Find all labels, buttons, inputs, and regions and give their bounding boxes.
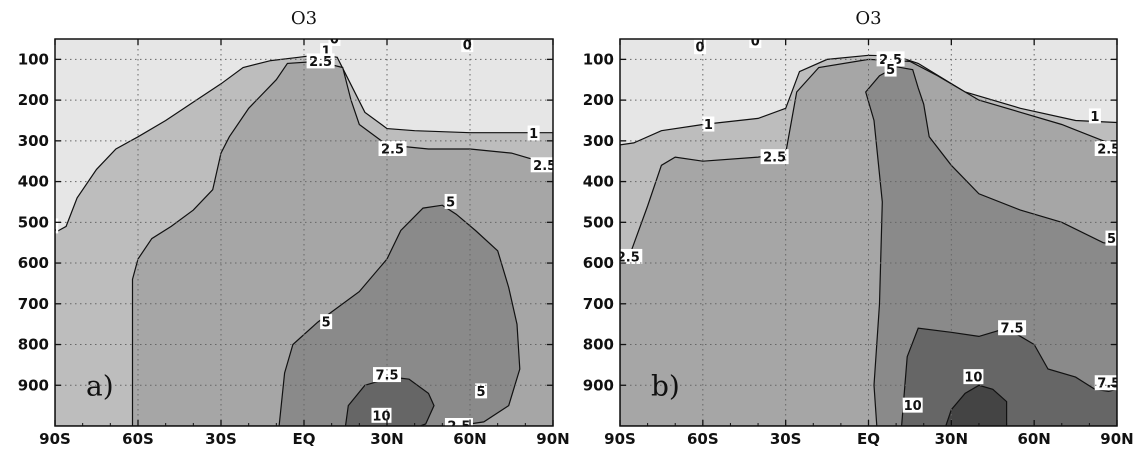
x-tick-label: 90N	[536, 430, 569, 448]
svg-text:2.5: 2.5	[533, 159, 556, 174]
svg-text:10: 10	[964, 371, 982, 386]
svg-text:7.5: 7.5	[1097, 377, 1120, 392]
contour-label: 5	[320, 314, 333, 331]
y-tick-label: 900	[18, 376, 49, 394]
contour-label: 2.5	[617, 248, 643, 265]
contour-label: 0	[749, 35, 762, 50]
x-tick-label: 30N	[935, 430, 968, 448]
svg-text:2.5: 2.5	[617, 250, 640, 265]
svg-text:2.5: 2.5	[763, 151, 786, 166]
svg-text:0: 0	[463, 39, 472, 54]
y-tick-label: 400	[18, 173, 49, 191]
contour-label: 5	[475, 383, 488, 400]
svg-text:2.5: 2.5	[1097, 142, 1120, 157]
y-tick-label: 800	[18, 336, 49, 354]
contour-label: 2.5	[760, 149, 789, 166]
grid	[55, 39, 553, 426]
y-tick-label: 200	[18, 91, 49, 109]
svg-text:7.5: 7.5	[375, 369, 398, 384]
contour-label: 2.5	[306, 53, 335, 70]
y-tick-label: 100	[583, 50, 614, 68]
svg-text:1: 1	[704, 118, 713, 133]
contour-label: 5	[1105, 230, 1117, 247]
x-tick-label: 90S	[39, 430, 71, 448]
y-tick-label: 900	[583, 376, 614, 394]
panel-label: b)	[651, 369, 680, 402]
y-tick-label: 600	[583, 254, 614, 272]
svg-text:0: 0	[751, 35, 760, 50]
svg-text:1: 1	[322, 45, 331, 60]
contour-region-5	[278, 204, 521, 426]
x-tick-label: 30N	[370, 430, 403, 448]
svg-text:10: 10	[372, 409, 390, 424]
svg-text:5: 5	[477, 385, 486, 400]
panel-title: O3	[291, 8, 317, 29]
x-tick-label: 60N	[453, 430, 486, 448]
y-tick-label: 700	[583, 295, 614, 313]
x-tick-label: 60S	[122, 430, 154, 448]
contour-label: 1	[527, 125, 540, 142]
svg-text:5: 5	[1107, 232, 1116, 247]
svg-text:5: 5	[446, 195, 455, 210]
contour-region-7-5	[344, 376, 435, 426]
contour-label: 2.5	[530, 157, 556, 174]
y-tick-label: 300	[583, 132, 614, 150]
contour-label: 10	[963, 369, 984, 386]
svg-text:1: 1	[529, 127, 538, 142]
contour-label: 0	[694, 39, 707, 56]
contour-label: 1	[1088, 108, 1101, 125]
y-tick-label: 600	[18, 254, 49, 272]
y-tick-label: 500	[583, 213, 614, 231]
svg-text:0: 0	[696, 41, 705, 56]
panel-title: O3	[855, 8, 881, 29]
contour-label: 1	[48, 218, 59, 235]
contour-label: 2.5	[1094, 140, 1120, 157]
contour-label: 0	[328, 33, 341, 48]
svg-text:10: 10	[904, 399, 922, 414]
x-tick-label: 30S	[770, 430, 802, 448]
svg-text:5: 5	[886, 63, 895, 78]
y-tick-label: 400	[583, 173, 614, 191]
x-tick-label: EQ	[857, 430, 880, 448]
x-tick-label: 60N	[1017, 430, 1050, 448]
svg-text:2.5: 2.5	[381, 142, 404, 157]
contour-label: 5	[444, 193, 457, 210]
y-tick-label: 200	[583, 91, 614, 109]
contour-label: 7.5	[1094, 375, 1120, 392]
svg-text:5: 5	[322, 316, 331, 331]
contour-region-10	[945, 384, 1008, 426]
x-tick-label: 90S	[604, 430, 636, 448]
svg-text:1: 1	[1090, 110, 1099, 125]
contour-label: 10	[371, 407, 392, 424]
y-tick-label: 300	[18, 132, 49, 150]
svg-text:1: 1	[48, 220, 57, 235]
x-tick-label: 90N	[1100, 430, 1133, 448]
svg-text:2.5: 2.5	[447, 420, 470, 435]
x-tick-label: 30S	[205, 430, 237, 448]
y-tick-label: 700	[18, 295, 49, 313]
svg-text:7.5: 7.5	[1001, 322, 1024, 337]
x-tick-label: EQ	[293, 430, 316, 448]
y-tick-label: 100	[18, 50, 49, 68]
contour-label: 7.5	[998, 320, 1027, 337]
contour-label: 2.5	[378, 140, 407, 157]
y-tick-label: 500	[18, 213, 49, 231]
svg-text:0: 0	[330, 33, 339, 48]
contour-label: 10	[902, 397, 923, 414]
contour-label: 1	[702, 116, 715, 133]
panel-label: a)	[86, 369, 114, 402]
svg-text:2.5: 2.5	[309, 55, 332, 70]
contour-label: 5	[884, 61, 897, 78]
x-tick-label: 60S	[687, 430, 719, 448]
contour-label: 2.5	[444, 418, 473, 435]
y-tick-label: 800	[583, 336, 614, 354]
